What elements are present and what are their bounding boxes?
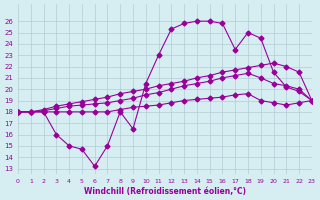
X-axis label: Windchill (Refroidissement éolien,°C): Windchill (Refroidissement éolien,°C) <box>84 187 246 196</box>
